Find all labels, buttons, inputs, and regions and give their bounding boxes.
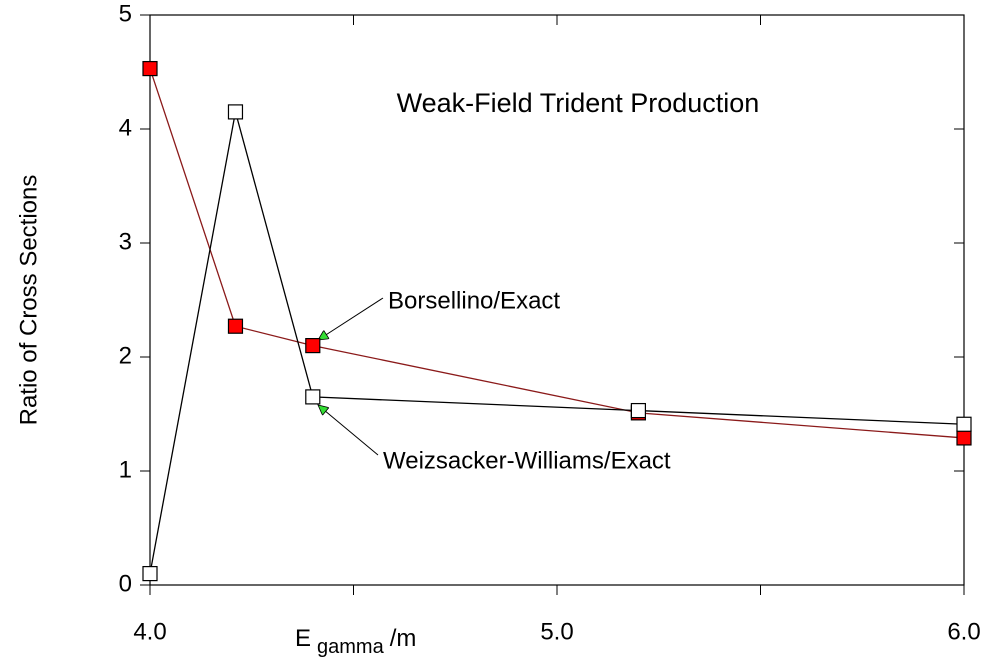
y-tick-label: 4 — [119, 114, 132, 141]
y-tick-label: 5 — [119, 0, 132, 27]
x-tick-label: 5.0 — [540, 618, 573, 645]
series-line — [149, 111, 965, 574]
marker — [956, 416, 972, 432]
annotation-arrow — [318, 297, 384, 340]
marker — [630, 402, 647, 419]
chart-title: Weak-Field Trident Production — [397, 88, 760, 118]
x-tick-label: 6.0 — [947, 618, 980, 645]
annotation-arrow — [318, 405, 379, 456]
y-tick-label: 3 — [119, 228, 132, 255]
marker — [227, 104, 244, 120]
marker — [142, 60, 158, 77]
x-label-main: E — [295, 625, 311, 652]
y-tick-label: 1 — [119, 456, 132, 483]
series-line — [149, 68, 965, 439]
marker — [227, 318, 244, 334]
annotation: Weizsacker-Williams/Exact — [383, 447, 671, 474]
marker — [305, 338, 321, 354]
marker — [956, 430, 972, 446]
x-label-suffix: /m — [390, 625, 417, 652]
marker — [142, 565, 158, 582]
annotation: Borsellino/Exact — [388, 287, 560, 314]
x-label-sub: gamma — [317, 636, 385, 658]
y-axis-label: Ratio of Cross Sections — [15, 175, 42, 426]
x-tick-label: 4.0 — [133, 618, 166, 645]
marker — [305, 389, 321, 405]
y-tick-label: 0 — [119, 570, 132, 597]
y-tick-label: 2 — [119, 342, 132, 369]
